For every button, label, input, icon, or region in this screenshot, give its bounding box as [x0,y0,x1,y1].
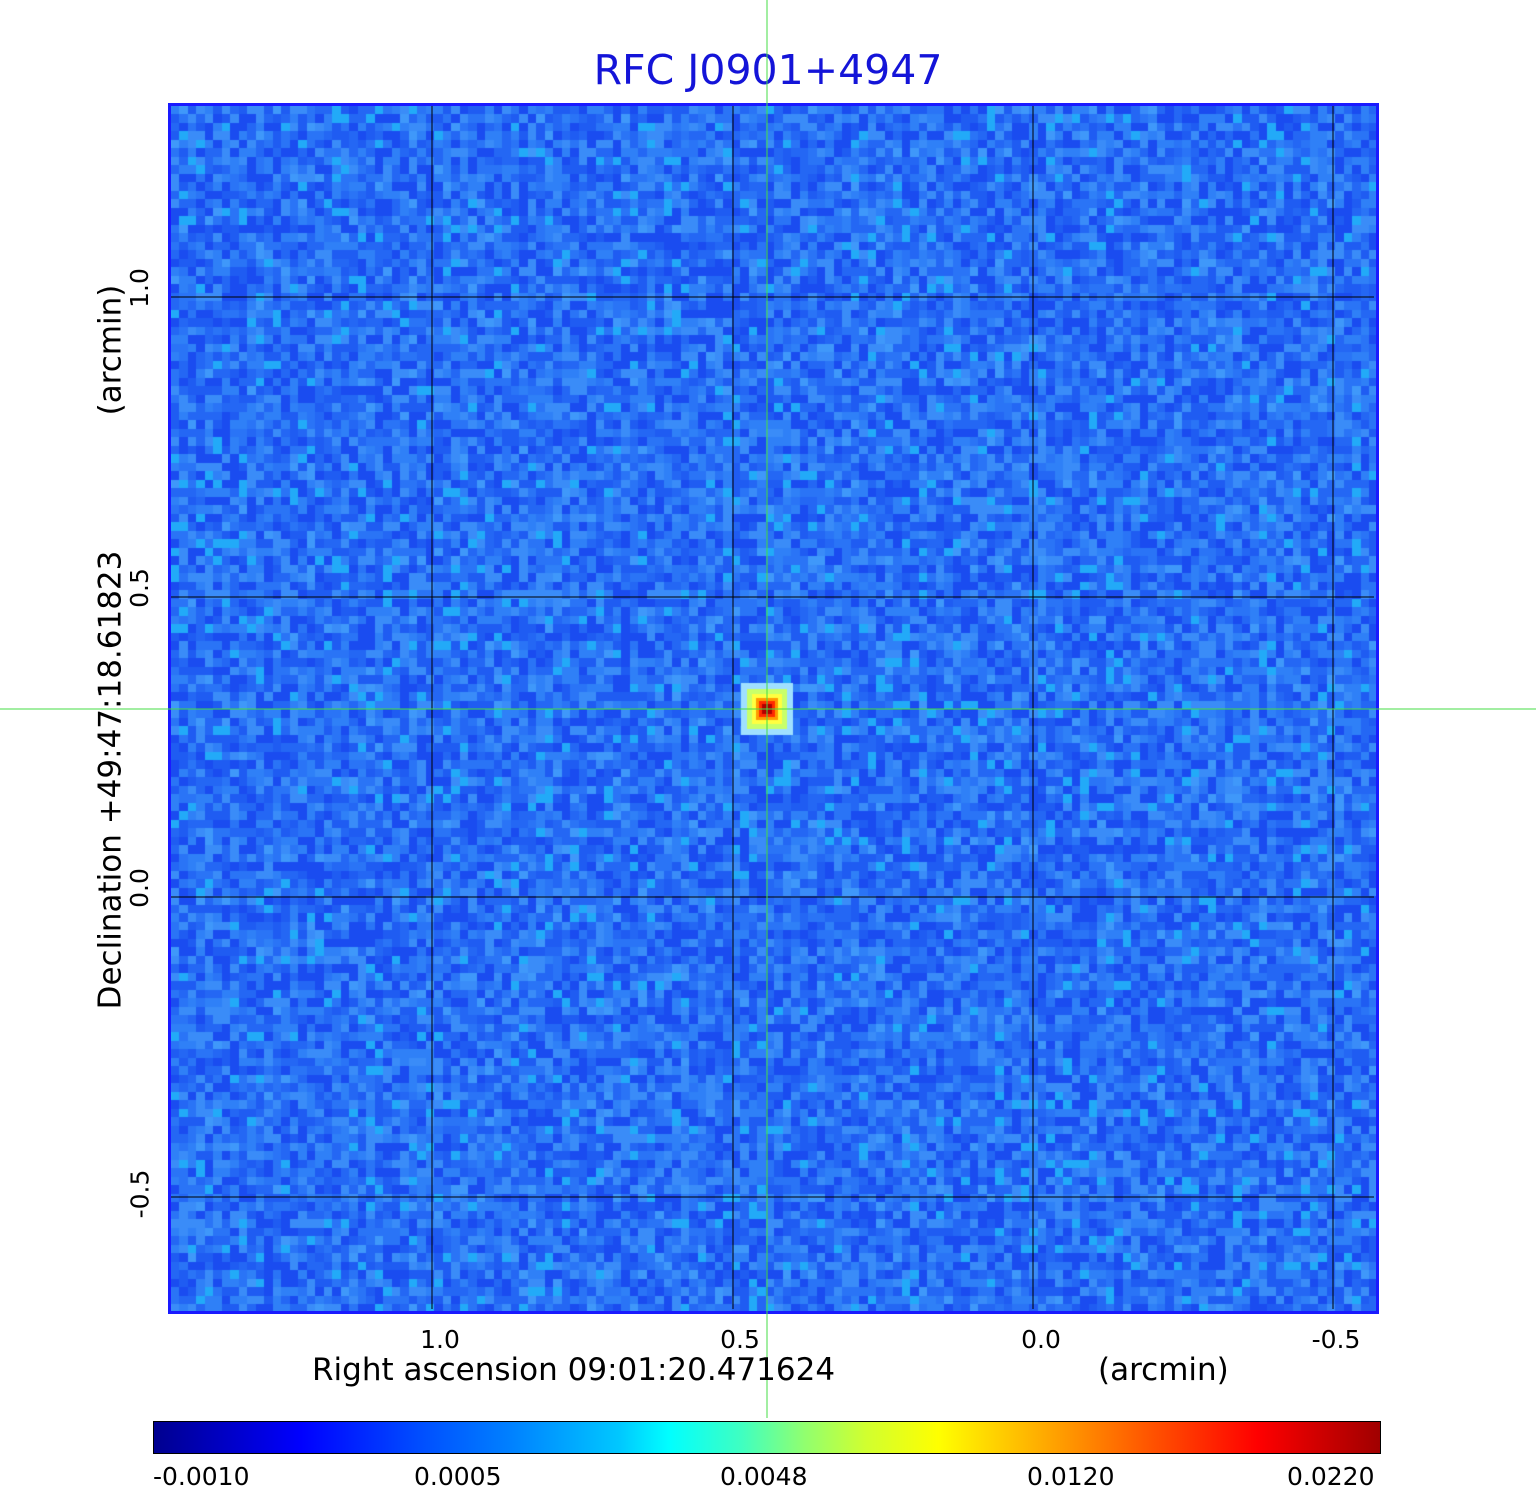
radio-image-frame[interactable] [168,103,1379,1314]
y-axis-label-wrap: Declination +49:47:18.61823 [86,400,134,1160]
x-axis-unit: (arcmin) [1098,1352,1229,1388]
x-tick-label: -0.5 [1311,1325,1361,1354]
radio-map-canvas [171,106,1376,1311]
y-tick-label: -0.5 [125,1169,154,1219]
colorbar-tick-label: 0.0220 [1287,1462,1375,1491]
x-tick-label: 0.5 [720,1325,760,1354]
x-tick-label: 0.0 [1021,1325,1061,1354]
colorbar-tick-label: 0.0120 [1027,1462,1115,1491]
colorbar-tick-label: 0.0005 [414,1462,502,1491]
image-title: RFC J0901+4947 [593,46,943,94]
y-axis-unit-wrap: (arcmin) [86,270,134,430]
colorbar-tick-label: 0.0048 [720,1462,808,1491]
colorbar [153,1421,1381,1454]
x-axis-label: Right ascension 09:01:20.471624 [312,1352,836,1388]
y-axis-unit: (arcmin) [92,284,129,416]
x-tick-label: 1.0 [420,1325,460,1354]
colorbar-tick-label: -0.0010 [153,1462,250,1491]
y-axis-label: Declination +49:47:18.61823 [92,550,129,1010]
